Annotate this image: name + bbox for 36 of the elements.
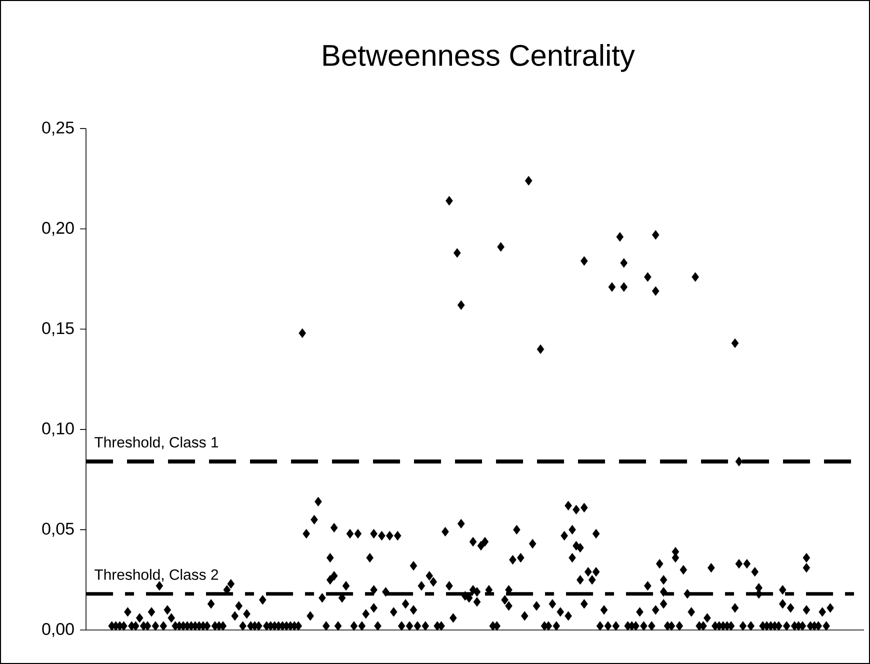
point <box>802 605 810 615</box>
point <box>370 585 378 595</box>
y-tick-label: 0,20 <box>42 222 74 236</box>
ref-line-label: Threshold, Class 1 <box>94 436 218 450</box>
ref-line-label: Threshold, Class 2 <box>94 568 218 582</box>
point <box>505 601 512 611</box>
point <box>469 585 477 595</box>
point <box>620 282 628 292</box>
point <box>326 575 334 585</box>
point <box>735 559 743 569</box>
point <box>731 603 739 613</box>
point <box>473 597 481 607</box>
point <box>660 587 668 597</box>
point <box>568 552 576 563</box>
point <box>592 567 600 577</box>
point <box>370 603 378 613</box>
point <box>330 571 338 581</box>
point <box>410 605 418 615</box>
point <box>652 286 660 296</box>
y-tick-label: 0,05 <box>42 522 74 537</box>
point <box>457 518 465 528</box>
point <box>779 599 786 609</box>
point <box>576 542 584 553</box>
y-tick-label: 0,10 <box>42 422 74 436</box>
point <box>564 611 572 621</box>
point <box>802 563 810 573</box>
point <box>644 581 652 591</box>
chart-title: Betweenness Centrality <box>323 44 635 72</box>
y-tick-label: 0,25 <box>42 122 74 136</box>
point <box>652 605 660 615</box>
y-tick-label: 0,15 <box>42 322 74 336</box>
y-tick-label: 0,00 <box>42 622 74 637</box>
point <box>660 599 668 609</box>
point <box>580 599 588 609</box>
point <box>446 581 453 591</box>
point <box>580 502 588 512</box>
